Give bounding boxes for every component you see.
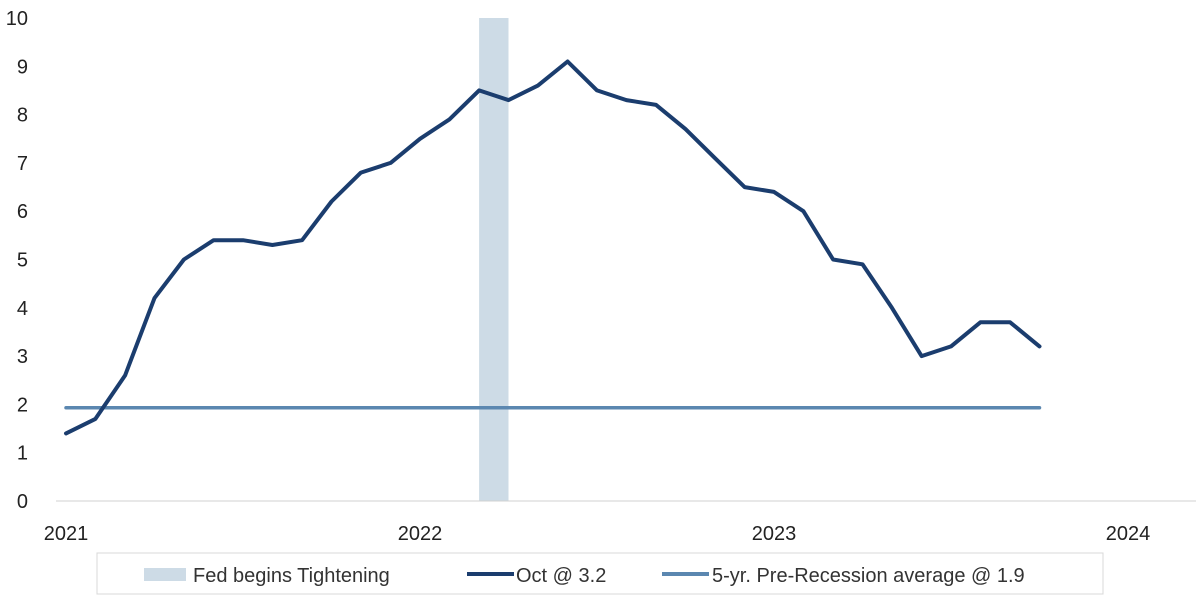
y-tick-label: 6 [17, 201, 28, 223]
legend-box [96, 552, 1104, 595]
x-tick-label: 2021 [44, 523, 89, 545]
series-layer [64, 59, 1042, 436]
x-tick-label: 2022 [398, 523, 443, 545]
y-tick-label: 0 [17, 491, 28, 513]
y-tick-label: 5 [17, 250, 28, 272]
y-tick-label: 9 [17, 56, 28, 78]
x-tick-label: 2024 [1106, 523, 1151, 545]
x-tick-label: 2023 [752, 523, 797, 545]
series-line-0 [64, 59, 1042, 436]
legend-label-shade: Fed begins Tightening [193, 565, 390, 587]
y-tick-label: 7 [17, 153, 28, 175]
x-axis-ticks: 2021 2022 2023 2024 [44, 523, 1151, 545]
legend-swatch-shade [144, 568, 186, 581]
y-tick-label: 4 [17, 298, 28, 320]
y-tick-label: 1 [17, 443, 28, 465]
y-tick-label: 2 [17, 394, 28, 416]
y-tick-label: 10 [6, 8, 28, 30]
y-tick-label: 3 [17, 346, 28, 368]
y-axis-ticks: 0 1 2 3 4 5 6 7 8 9 10 [6, 8, 28, 513]
legend: Fed begins Tightening Oct @ 3.2 5-yr. Pr… [96, 552, 1104, 595]
legend-label-series-0: Oct @ 3.2 [516, 565, 606, 587]
legend-label-series-1: 5-yr. Pre-Recession average @ 1.9 [712, 565, 1025, 587]
y-tick-label: 8 [17, 105, 28, 127]
